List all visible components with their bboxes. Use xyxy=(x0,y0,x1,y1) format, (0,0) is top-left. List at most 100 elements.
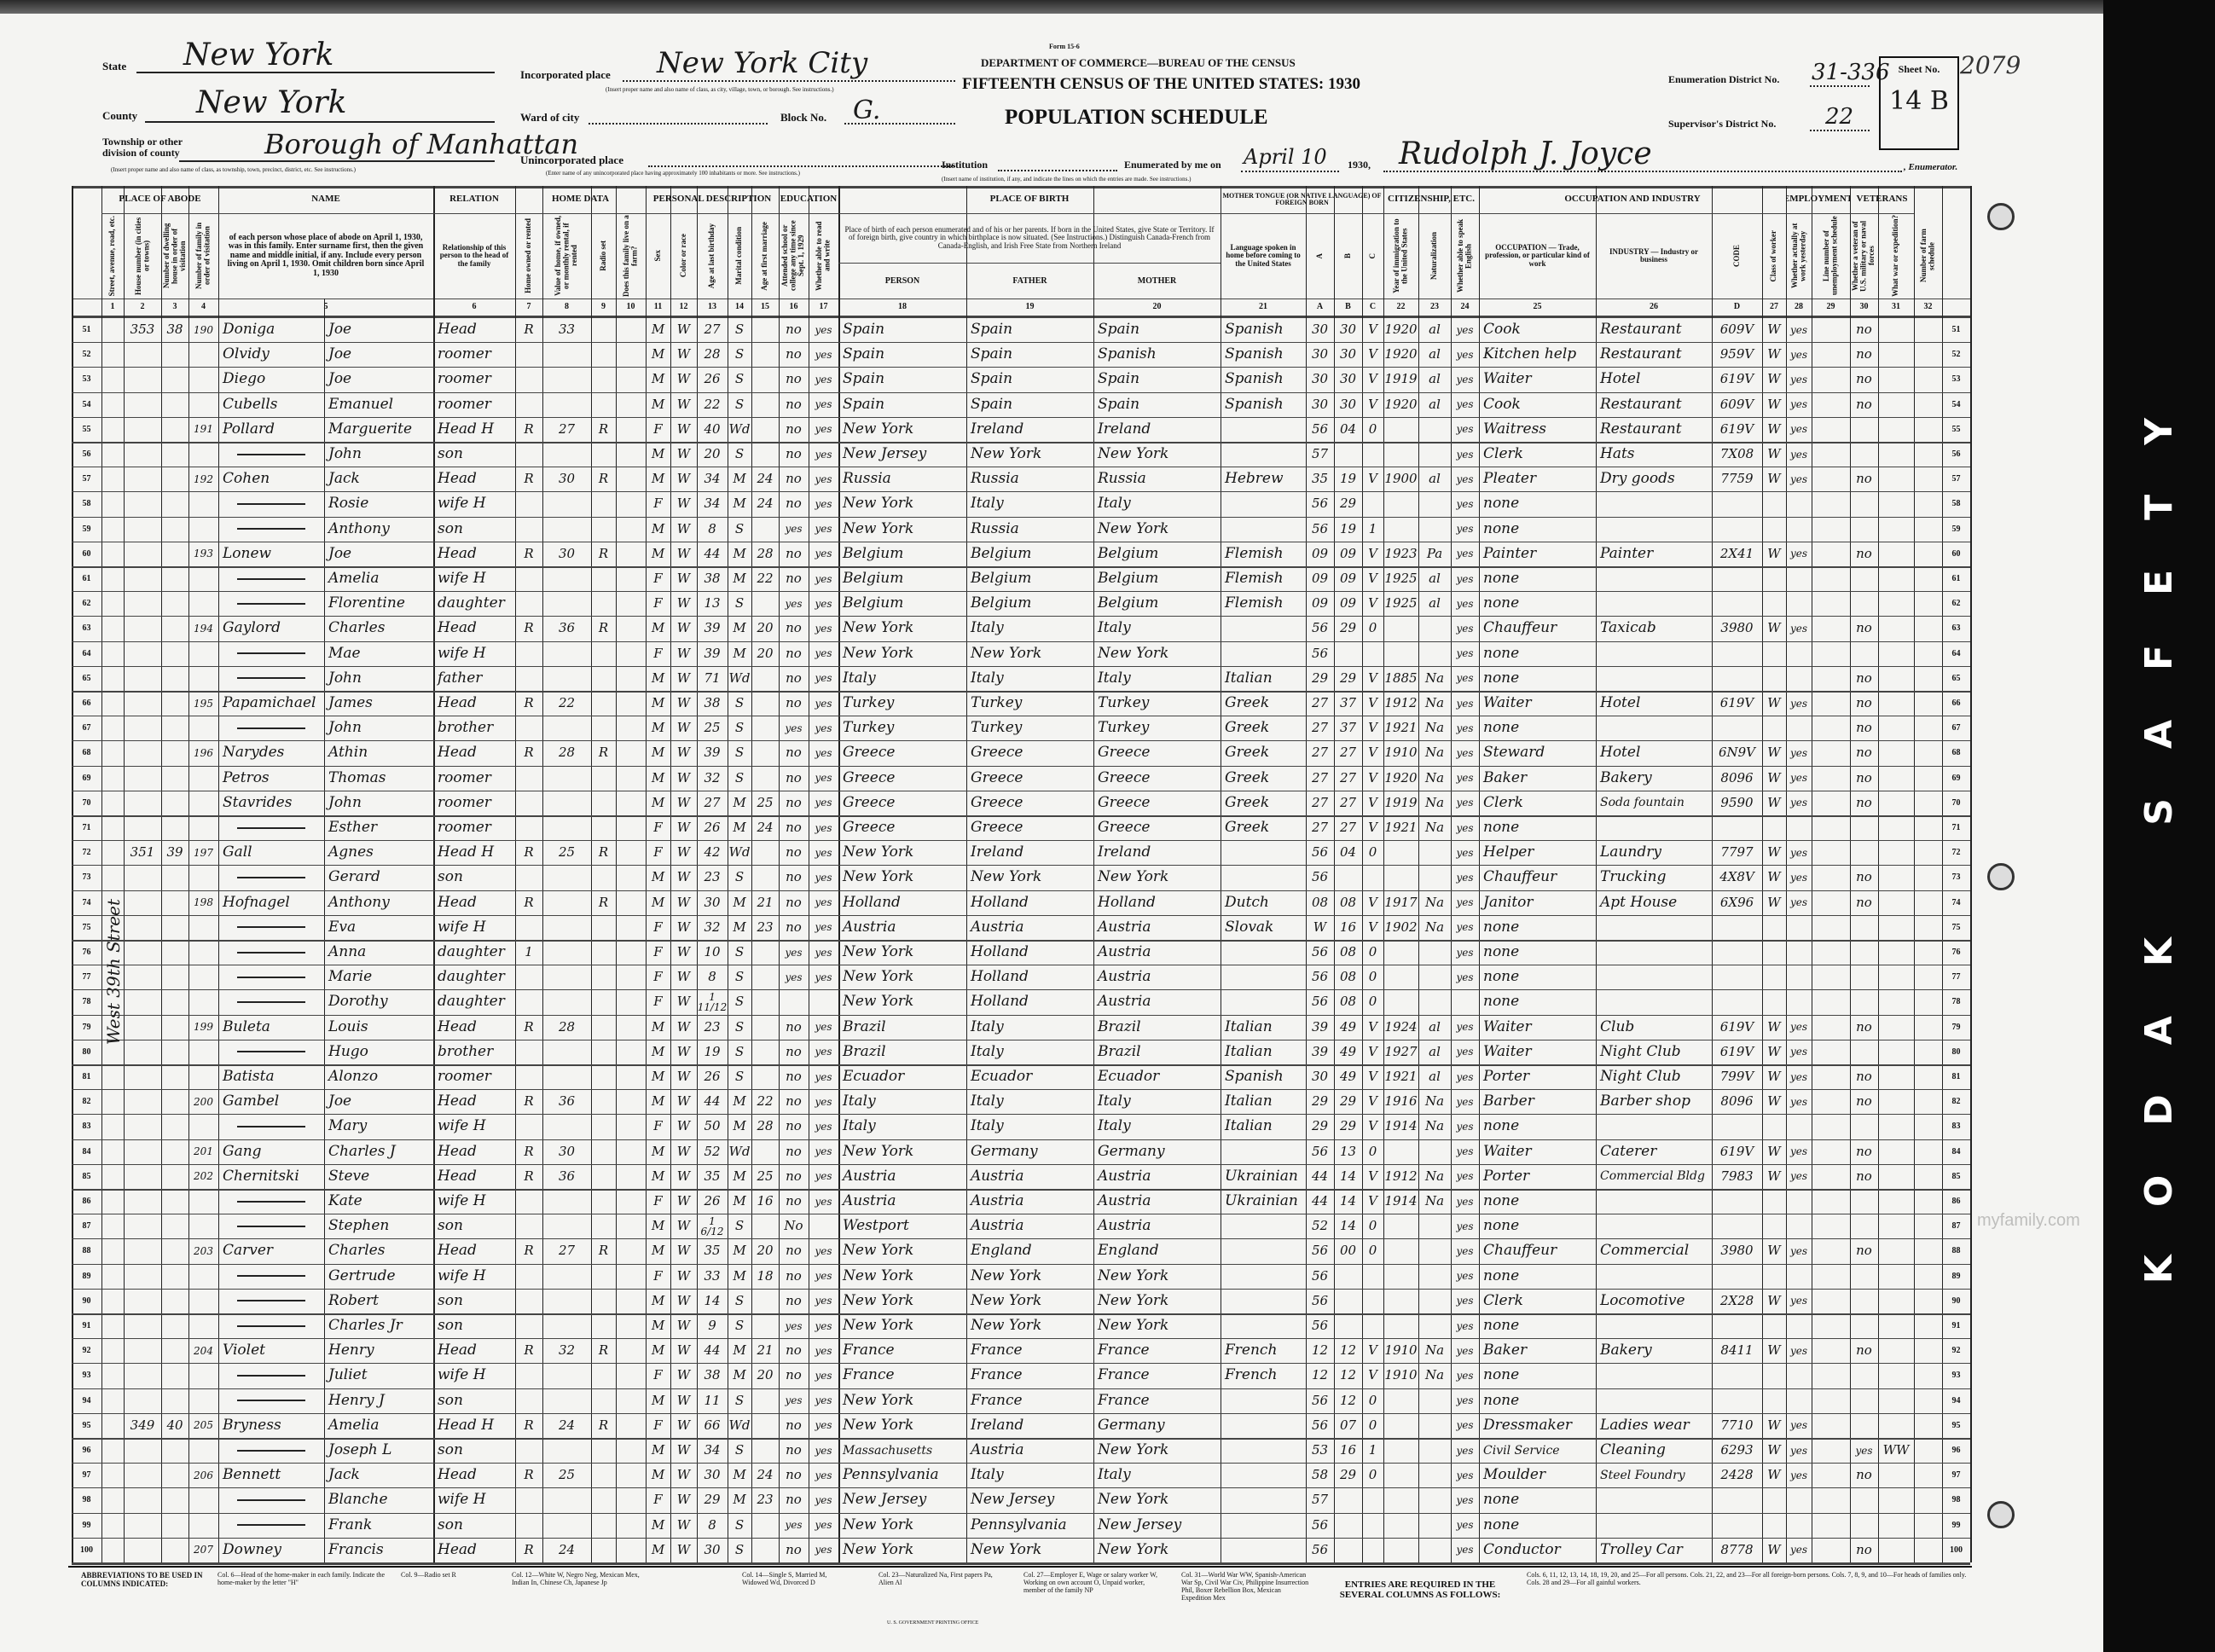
cell-surname: Petros xyxy=(223,768,270,786)
row-divider xyxy=(72,1313,1970,1315)
cell-read-write: yes xyxy=(815,1195,832,1208)
cell-veteran: no xyxy=(1856,1018,1872,1035)
cell-code-b: 12 xyxy=(1339,1367,1357,1383)
cell-class-of-worker: W xyxy=(1767,1442,1781,1458)
column-divider xyxy=(1914,186,1915,1562)
cell-marital: S xyxy=(734,1218,745,1234)
cell-mother-birthplace: Germany xyxy=(1098,1416,1165,1434)
line-number: 80 xyxy=(1951,1046,1961,1057)
cell-code-d: 7710 xyxy=(1720,1417,1754,1433)
row-divider xyxy=(72,641,1970,642)
cell-speaks-english: yes xyxy=(1456,1170,1474,1183)
cell-code-a: 56 xyxy=(1311,1541,1329,1557)
cell-marital: S xyxy=(734,1018,745,1035)
cell-relation: wife H xyxy=(438,1366,486,1384)
cell-code-c: V xyxy=(1368,371,1377,387)
cell-sex: M xyxy=(651,869,665,885)
column-header-relation: Relationship of this person to the head … xyxy=(433,215,515,297)
cell-code-a: 56 xyxy=(1311,1392,1329,1408)
cell-code-b: 30 xyxy=(1339,322,1357,338)
cell-age: 30 xyxy=(704,894,721,910)
cell-immigration-year: 1917 xyxy=(1384,894,1418,910)
cell-mother-tongue: Dutch xyxy=(1225,893,1269,911)
cell-marital: Wd xyxy=(728,1143,751,1159)
cell-code-c: V xyxy=(1368,471,1377,487)
cell-relation: wife H xyxy=(438,1192,486,1210)
cell-sex: F xyxy=(653,1367,663,1383)
column-divider xyxy=(697,186,698,1562)
cell-industry: Steel Foundry xyxy=(1600,1468,1685,1482)
cell-at-work: yes xyxy=(1789,846,1808,859)
cell-veteran: no xyxy=(1856,346,1872,362)
cell-read-write: yes xyxy=(815,1419,832,1432)
enumerated-date: April 10 xyxy=(1244,145,1327,169)
line-number: 83 xyxy=(82,1122,91,1132)
cell-code-a: 27 xyxy=(1311,820,1329,836)
row-divider xyxy=(72,1139,1970,1140)
cell-school: no xyxy=(786,1193,802,1209)
line-number: 64 xyxy=(1951,648,1961,658)
row-divider xyxy=(72,416,1970,418)
group-divider xyxy=(779,213,838,214)
column-header-marital: Marital condition xyxy=(728,215,751,297)
column-header-unemployment-line: Line number of unemployment schedule xyxy=(1812,215,1850,297)
cell-code-b: 04 xyxy=(1339,420,1357,437)
cell-code-b: 29 xyxy=(1339,1093,1357,1110)
cell-marital: M xyxy=(733,1267,746,1284)
cell-sex: M xyxy=(651,1318,665,1334)
cell-code-b: 14 xyxy=(1339,1193,1357,1209)
cell-family-number: 200 xyxy=(194,1095,213,1108)
cell-read-write: yes xyxy=(815,1244,832,1257)
cell-speaks-english: yes xyxy=(1456,1493,1474,1506)
cell-marital: S xyxy=(734,371,745,387)
cell-age-first-marriage: 20 xyxy=(757,1243,774,1259)
cell-occupation: Waitress xyxy=(1483,420,1547,438)
cell-house-number: 353 xyxy=(130,322,155,338)
cell-given-name: Charles Jr xyxy=(328,1317,403,1335)
cell-mother-tongue: Spanish xyxy=(1225,370,1284,388)
cell-occupation: Helper xyxy=(1483,843,1534,861)
cell-code-c: V xyxy=(1368,1367,1377,1383)
cell-school: no xyxy=(786,844,802,861)
cell-code-a: 30 xyxy=(1311,346,1329,362)
line-number: 56 xyxy=(1951,449,1961,460)
column-header-mother-tongue: Language spoken in home before coming to… xyxy=(1221,215,1306,297)
cell-veteran: no xyxy=(1856,695,1872,711)
cell-race: W xyxy=(676,1492,691,1508)
cell-home-value: 25 xyxy=(558,844,576,861)
cell-code-a: 27 xyxy=(1311,720,1329,736)
cell-birthplace: Spain xyxy=(843,321,885,339)
cell-speaks-english: yes xyxy=(1456,323,1474,336)
institution-label: Institution xyxy=(942,159,989,171)
cell-code-d: 7759 xyxy=(1720,471,1754,487)
cell-read-write: yes xyxy=(815,1046,832,1058)
cell-age: 20 xyxy=(704,446,721,462)
column-number: 28 xyxy=(1795,301,1803,311)
cell-sex: M xyxy=(651,1292,665,1308)
line-number: 99 xyxy=(82,1520,91,1530)
enum-district-value: 31-336 xyxy=(1812,60,1890,85)
row-divider xyxy=(72,1463,1970,1464)
cell-occupation: none xyxy=(1483,669,1520,687)
column-number: 22 xyxy=(1396,301,1406,311)
cell-veteran: no xyxy=(1856,471,1872,487)
cell-read-write: yes xyxy=(815,647,832,660)
cell-given-name: Mae xyxy=(328,644,361,662)
binder-hole xyxy=(1987,863,2015,890)
cell-mother-tongue: Italian xyxy=(1225,669,1273,687)
cell-father-birthplace: Belgium xyxy=(971,570,1032,588)
cell-code-c: V xyxy=(1368,1018,1377,1035)
cell-father-birthplace: Italy xyxy=(971,495,1004,513)
cell-school: no xyxy=(786,1342,802,1359)
cell-school: no xyxy=(786,1492,802,1508)
cell-age: 8 xyxy=(708,1516,716,1533)
cell-sex: M xyxy=(651,794,665,810)
incorporated-label: Incorporated place xyxy=(520,68,611,81)
line-number: 72 xyxy=(1951,848,1961,858)
cell-given-name: Stephen xyxy=(328,1217,390,1235)
cell-father-birthplace: Italy xyxy=(971,619,1004,637)
cell-veteran: no xyxy=(1856,720,1872,736)
cell-given-name: Joe xyxy=(328,345,352,363)
supervisor-line xyxy=(1810,130,1870,131)
cell-home-owned: R xyxy=(524,844,534,861)
